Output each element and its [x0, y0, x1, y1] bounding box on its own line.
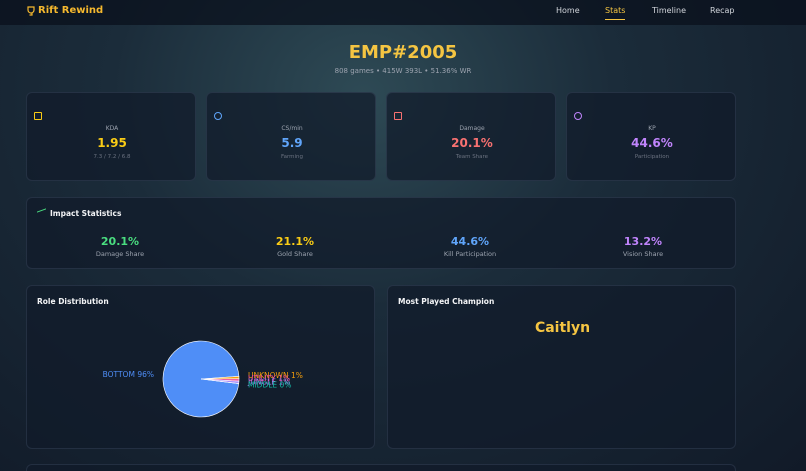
- nav-item[interactable]: Timeline: [652, 6, 687, 15]
- card-sub: 7.3 / 7.2 / 6.8: [93, 154, 131, 160]
- pie-label-name: MIDDLE: [248, 381, 277, 390]
- page-subtitle: 808 games • 415W 393L • 51.36% WR: [334, 67, 472, 75]
- impact-label: Kill Participation: [443, 250, 497, 258]
- impact-panel: Impact Statistics 20.1% Damage Share 21.1% G…: [26, 197, 736, 269]
- card-value: 20.1%: [451, 136, 493, 150]
- card-value: 5.9: [281, 136, 303, 150]
- impact-label: Vision Share: [622, 250, 664, 258]
- pie-label-value: 96%: [137, 370, 154, 379]
- pie-label-value: 0%: [280, 381, 292, 390]
- card-sub: Participation: [634, 154, 670, 160]
- pie-chart: BOTTOM 96% UNKNOWN 1%UTILITY 1%JUNGLE 1%M…: [103, 340, 303, 418]
- impact-icon: [37, 208, 46, 217]
- card-label: KP: [648, 125, 656, 132]
- impact-value: 20.1%: [100, 235, 140, 248]
- card-label: CS/min: [281, 125, 303, 132]
- role-panel: Role Distribution BOTTOM 96% UNKNOWN 1% UTI…: [26, 285, 375, 449]
- pie-slice: [162, 340, 240, 418]
- card-icon: [574, 112, 582, 120]
- nav-item[interactable]: Recap: [710, 6, 735, 15]
- pie-label: UTILITY 1%: [248, 374, 290, 383]
- pie-label: BOTTOM 96%: [103, 370, 154, 379]
- card-icon: [214, 112, 222, 120]
- role-title: Role Distribution: [37, 297, 109, 306]
- stat-card: CS/min 5.9 Farming: [206, 92, 376, 181]
- impact-value: 21.1%: [275, 235, 315, 248]
- card-sub: Farming: [280, 154, 304, 160]
- impact-title: Impact Statistics: [50, 209, 122, 218]
- impact-value: 13.2%: [623, 235, 663, 248]
- pie-label-value: 1%: [278, 377, 290, 386]
- nav-item[interactable]: Stats: [605, 6, 626, 20]
- pie-label: UNKNOWN 1%: [248, 371, 303, 380]
- pie-label: MIDDLE 0%: [248, 381, 291, 390]
- stat-card: KDA 1.95 7.3 / 7.2 / 6.8: [26, 92, 196, 181]
- stat-card: KP 44.6% Participation: [566, 92, 736, 181]
- card-sub: Team Share: [455, 154, 489, 160]
- pie-label-name: JUNGLE: [247, 377, 276, 386]
- nav-bar: Rift Rewind: [0, 0, 806, 25]
- card-icon: [394, 112, 402, 120]
- impact-label: Damage Share: [95, 250, 145, 258]
- champion-title: Most Played Champion: [398, 297, 495, 306]
- card-value: 1.95: [97, 136, 127, 150]
- card-icon: [34, 112, 42, 120]
- page-title: EMP#2005: [348, 42, 458, 63]
- pie-label: JUNGLE 1%: [247, 377, 290, 386]
- impact-label: Gold Share: [277, 250, 313, 258]
- next-panel: [26, 464, 736, 471]
- pie-label-name: BOTTOM: [103, 370, 135, 379]
- champion-panel: Most Played Champion Caitlyn: [387, 285, 736, 449]
- pie-label-name: UNKNOWN: [248, 371, 289, 380]
- brand-icon: [27, 6, 35, 16]
- pie-label-value: 1%: [291, 371, 303, 380]
- champion-name: Caitlyn: [534, 320, 591, 336]
- card-value: 44.6%: [631, 136, 673, 150]
- pie-label-value: 1%: [278, 374, 290, 383]
- impact-value: 44.6%: [450, 235, 490, 248]
- card-label: KDA: [105, 125, 119, 132]
- pie-label-name: UTILITY: [248, 374, 276, 383]
- nav-item[interactable]: Home: [556, 6, 580, 15]
- card-label: Damage: [459, 125, 485, 132]
- stat-card: Damage 20.1% Team Share: [386, 92, 556, 181]
- brand[interactable]: Rift Rewind: [38, 5, 104, 16]
